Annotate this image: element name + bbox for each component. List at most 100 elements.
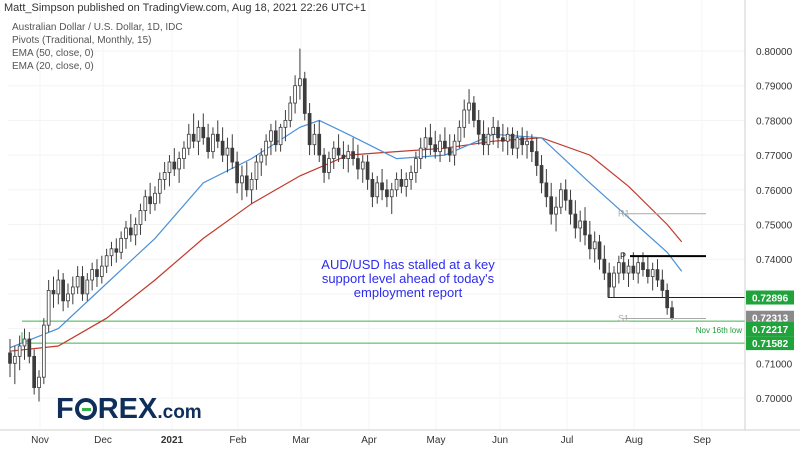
candle-body xyxy=(481,133,486,146)
candle-body xyxy=(124,227,128,239)
indicator-ema50[interactable]: EMA (50, close, 0) xyxy=(12,48,94,59)
candle-body xyxy=(530,140,534,153)
candle-body xyxy=(438,140,442,153)
indicator-symbol[interactable]: Australian Dollar / U.S. Dollar, 1D, IDC xyxy=(12,22,183,33)
candle-body xyxy=(12,355,17,364)
candle-body xyxy=(230,147,235,163)
candle-body xyxy=(177,158,181,170)
candle-body xyxy=(409,172,413,180)
candle-body xyxy=(269,130,273,142)
candle-body xyxy=(356,158,360,170)
candle-body xyxy=(317,133,322,156)
indicator-pivots[interactable]: Pivots (Traditional, Monthly, 15) xyxy=(12,35,152,46)
candle-body xyxy=(631,265,636,274)
price-label-box xyxy=(746,336,794,351)
candle-body xyxy=(244,175,249,191)
candle-body xyxy=(225,147,230,156)
candle-body xyxy=(641,262,645,271)
candle-body xyxy=(32,355,36,388)
candle-body xyxy=(351,151,355,159)
candle-body xyxy=(46,290,51,326)
candle-body xyxy=(346,151,351,159)
candle-body xyxy=(414,158,418,173)
logo-text-rex: REX xyxy=(97,393,158,425)
x-tick-label: Jul xyxy=(561,435,574,446)
candle-body xyxy=(307,113,312,146)
candle-body xyxy=(462,109,467,128)
y-tick-label: 0.80000 xyxy=(756,47,793,58)
candle-body xyxy=(288,102,293,121)
x-tick-label: Dec xyxy=(94,435,112,446)
x-tick-label: Mar xyxy=(292,435,310,446)
candle-body xyxy=(66,293,70,302)
candle-body xyxy=(235,161,239,184)
candle-body xyxy=(254,161,259,180)
candle-body xyxy=(327,158,331,173)
candle-body xyxy=(389,189,394,198)
candle-body xyxy=(525,140,529,146)
price-label-text: 0.71582 xyxy=(752,339,789,350)
candle-body xyxy=(8,352,12,364)
pivots: R1 P S1 xyxy=(618,209,706,324)
candle-body xyxy=(515,137,520,149)
candle-body xyxy=(655,269,660,281)
candle-body xyxy=(341,154,346,159)
candle-body xyxy=(607,272,612,288)
candle-body xyxy=(51,290,56,295)
x-tick-label: Jun xyxy=(492,435,508,446)
candle-body xyxy=(563,189,568,201)
candle-body xyxy=(312,133,317,146)
price-label-box xyxy=(746,310,794,325)
candle-body xyxy=(670,307,674,319)
ema50-line xyxy=(9,137,683,352)
candle-body xyxy=(472,102,476,121)
candle-body xyxy=(240,175,244,184)
candle-body xyxy=(167,161,172,173)
candle-body xyxy=(501,137,505,142)
candle-body xyxy=(336,147,341,156)
candle-body xyxy=(573,213,578,229)
candle-body xyxy=(70,286,75,295)
candle-body xyxy=(153,192,157,205)
candle-body xyxy=(128,227,133,236)
indicator-ema20[interactable]: EMA (20, close, 0) xyxy=(12,61,94,72)
candle-body xyxy=(534,151,539,166)
candle-body xyxy=(302,78,307,114)
candle-body xyxy=(293,85,297,104)
forex-logo: F REX.com xyxy=(56,393,202,426)
y-tick-label: 0.77000 xyxy=(756,151,793,162)
candle-body xyxy=(283,120,288,128)
x-tick-label: May xyxy=(427,435,446,446)
candle-body xyxy=(404,178,409,187)
candle-body xyxy=(399,178,404,187)
candle-body xyxy=(433,144,438,153)
candle-body xyxy=(539,165,544,184)
candle-body xyxy=(646,269,650,277)
candles xyxy=(8,48,674,402)
candle-body xyxy=(114,248,119,253)
candle-body xyxy=(660,279,665,291)
candle-body xyxy=(443,140,447,149)
candle-body xyxy=(157,178,162,194)
price-label-text: 0.72217 xyxy=(752,325,789,336)
candle-body xyxy=(259,154,264,163)
candle-body xyxy=(162,172,167,180)
annotation-text: AUD/USD has stalled at a key support lev… xyxy=(321,257,495,300)
candle-body xyxy=(621,262,626,274)
candle-body xyxy=(278,126,283,146)
candle-body xyxy=(554,206,558,215)
candle-body xyxy=(99,265,104,277)
candle-body xyxy=(370,178,375,198)
pivot-label: R1 xyxy=(618,209,630,219)
candle-body xyxy=(211,133,215,153)
candle-body xyxy=(602,258,607,274)
candle-body xyxy=(360,161,365,170)
pivot-label: S1 xyxy=(618,314,629,324)
candle-body xyxy=(56,279,61,295)
candle-body xyxy=(559,189,563,208)
pivot-label: P xyxy=(620,251,626,261)
time-axis[interactable]: Nov Dec 2021 Feb Mar Apr May Jun Jul Aug Sep xyxy=(31,435,711,446)
y-tick-label: 0.74000 xyxy=(756,255,793,266)
